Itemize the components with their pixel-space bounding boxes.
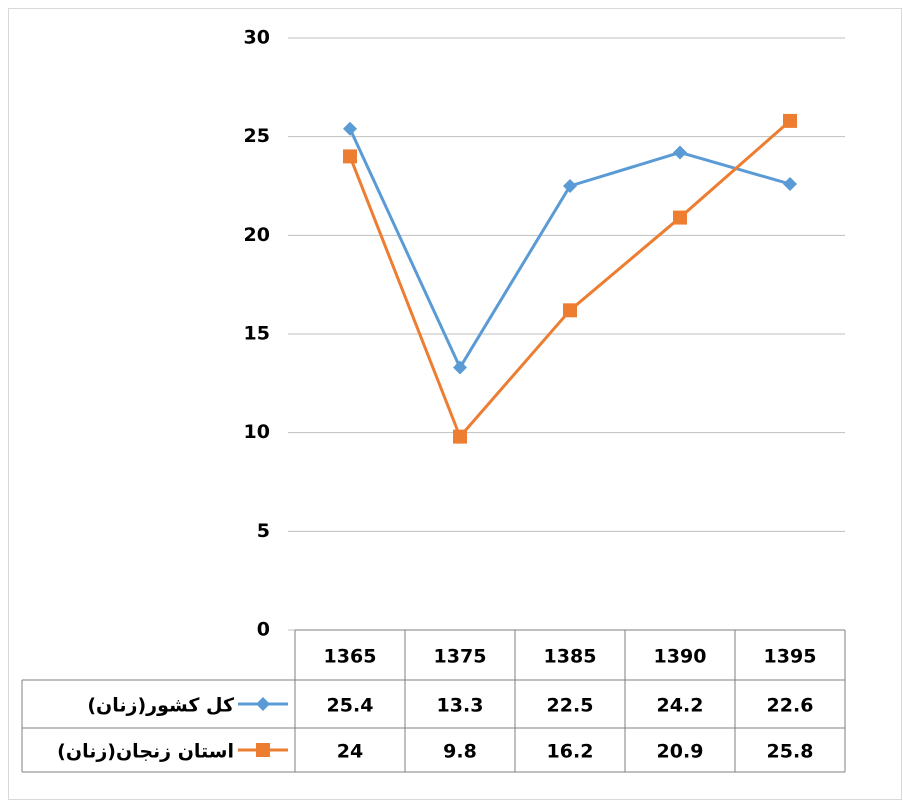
point-marker [673, 145, 687, 160]
y-tick-label: 25 [244, 125, 270, 147]
x-tick-label: 1365 [324, 646, 377, 668]
table-cell: 9.8 [443, 741, 477, 763]
x-tick-label: 1385 [544, 646, 597, 668]
point-marker [563, 179, 577, 193]
point-marker [673, 210, 687, 225]
point-marker [343, 149, 357, 164]
point-marker [453, 429, 467, 444]
legend-label: کل کشور(زنان) [87, 695, 235, 717]
legend-key-marker [256, 697, 270, 711]
point-marker [343, 121, 357, 136]
table-cell: 24 [337, 741, 363, 763]
table-cell: 16.2 [547, 741, 594, 763]
table-cell: 24.2 [657, 695, 704, 717]
x-tick-label: 1395 [764, 646, 817, 668]
point-marker [783, 177, 797, 192]
point-marker [453, 360, 467, 375]
y-tick-label: 15 [244, 323, 270, 345]
y-tick-label: 10 [244, 421, 270, 443]
y-tick-label: 5 [257, 520, 270, 542]
point-marker [783, 113, 797, 128]
y-tick-label: 20 [244, 224, 270, 246]
x-tick-label: 1375 [434, 646, 487, 668]
legend-label: استان زنجان(زنان) [57, 741, 234, 763]
table-cell: 22.6 [767, 695, 814, 717]
legend-key-marker [256, 743, 270, 757]
table-cell: 25.4 [327, 695, 374, 717]
y-tick-label: 30 [244, 27, 270, 49]
point-marker [563, 303, 577, 318]
y-tick-label: 0 [257, 619, 270, 641]
table-cell: 22.5 [547, 695, 594, 717]
x-tick-label: 1390 [654, 646, 707, 668]
table-cell: 13.3 [437, 695, 484, 717]
table-cell: 20.9 [657, 741, 704, 763]
table-cell: 25.8 [767, 741, 814, 763]
chart-border [8, 8, 902, 800]
